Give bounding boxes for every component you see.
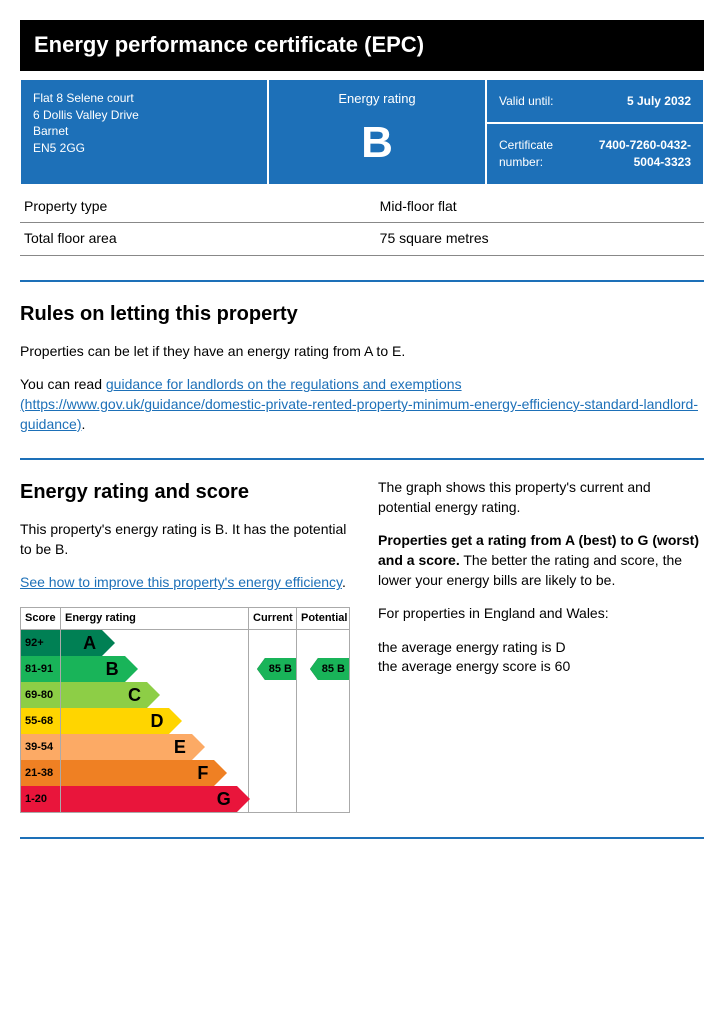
improve-suffix: . [342, 574, 346, 590]
divider [20, 280, 704, 282]
address-line: Flat 8 Selene court [33, 90, 255, 107]
rating-bar-letter: B [106, 657, 119, 682]
chart-score-cell: 21-38 [21, 760, 61, 786]
side-p4: the average energy rating is D the avera… [378, 638, 704, 677]
side-p2: Properties get a rating from A (best) to… [378, 531, 704, 590]
rating-bar-letter: G [217, 787, 231, 812]
rules-link-prefix: You can read [20, 376, 106, 392]
rating-bar-letter: C [128, 683, 141, 708]
rating-bar-g: G [61, 786, 237, 812]
chart-bar-cell: D [61, 708, 249, 734]
valid-until-label: Valid until: [499, 93, 553, 110]
chart-bar-cell: F [61, 760, 249, 786]
certificate-number-label: Certificate number: [499, 137, 573, 171]
property-table: Property type Mid-floor flat Total floor… [20, 191, 704, 256]
side-p4b: the average energy score is 60 [378, 658, 570, 674]
side-p3: For properties in England and Wales: [378, 604, 704, 624]
rating-bar-letter: F [197, 761, 208, 786]
chart-col-current: Current [249, 608, 297, 629]
chart-bar-cell: A [61, 630, 249, 656]
address-line: EN5 2GG [33, 140, 255, 157]
chart-bar-cell: E [61, 734, 249, 760]
chart-score-cell: 55-68 [21, 708, 61, 734]
header-panel: Flat 8 Selene court6 Dollis Valley Drive… [20, 79, 704, 185]
rating-right-column: The graph shows this property's current … [378, 478, 704, 813]
address-block: Flat 8 Selene court6 Dollis Valley Drive… [20, 79, 268, 185]
chart-current-cell [249, 682, 297, 708]
rating-bar-c: C [61, 682, 147, 708]
chart-potential-cell [297, 682, 349, 708]
rating-bar-letter: D [150, 709, 163, 734]
floor-area-label: Total floor area [20, 223, 376, 256]
address-line: 6 Dollis Valley Drive [33, 107, 255, 124]
guidance-link[interactable]: guidance for landlords on the regulation… [20, 376, 698, 431]
chart-current-cell [249, 760, 297, 786]
rating-left-column: Energy rating and score This property's … [20, 478, 350, 813]
rating-bar-letter: E [174, 735, 186, 760]
rating-bar-a: A [61, 630, 102, 656]
chart-header: Score Energy rating Current Potential [21, 608, 349, 630]
chart-potential-cell: 85 B [297, 656, 349, 682]
chart-score-cell: 69-80 [21, 682, 61, 708]
potential-rating-tag: 85 B [318, 658, 349, 680]
property-type-label: Property type [20, 191, 376, 223]
valid-until-block: Valid until: 5 July 2032 [486, 79, 704, 123]
floor-area-value: 75 square metres [376, 223, 704, 256]
rating-summary: This property's energy rating is B. It h… [20, 520, 350, 559]
chart-current-cell [249, 708, 297, 734]
chart-score-cell: 39-54 [21, 734, 61, 760]
rating-bar-b: B [61, 656, 125, 682]
rules-link-suffix: . [82, 416, 86, 432]
chart-col-rating: Energy rating [61, 608, 249, 629]
chart-col-potential: Potential [297, 608, 349, 629]
table-row: Property type Mid-floor flat [20, 191, 704, 223]
rating-heading: Energy rating and score [20, 478, 350, 506]
chart-current-cell [249, 630, 297, 656]
rating-bar-letter: A [83, 631, 96, 656]
energy-rating-label: Energy rating [281, 90, 473, 108]
chart-potential-cell [297, 734, 349, 760]
divider [20, 458, 704, 460]
rating-bar-e: E [61, 734, 192, 760]
rules-link-paragraph: You can read guidance for landlords on t… [20, 375, 704, 434]
rules-intro: Properties can be let if they have an en… [20, 342, 704, 362]
chart-bar-cell: C [61, 682, 249, 708]
chart-body: 92+ A 81-91 B 85 B 85 B 69-80 C 55-68 D 39-54 E 21-3… [21, 630, 349, 812]
improve-link-paragraph: See how to improve this property's energ… [20, 573, 350, 593]
chart-score-cell: 81-91 [21, 656, 61, 682]
energy-rating-block: Energy rating B [268, 79, 486, 185]
certificate-number-block: Certificate number: 7400-7260-0432-5004-… [486, 123, 704, 184]
table-row: Total floor area 75 square metres [20, 223, 704, 256]
property-type-value: Mid-floor flat [376, 191, 704, 223]
side-p4a: the average energy rating is D [378, 639, 566, 655]
energy-rating-letter: B [281, 112, 473, 174]
chart-col-score: Score [21, 608, 61, 629]
chart-potential-cell [297, 786, 349, 812]
certificate-number-value: 7400-7260-0432-5004-3323 [583, 137, 691, 171]
chart-potential-cell [297, 760, 349, 786]
chart-potential-cell [297, 708, 349, 734]
valid-until-value: 5 July 2032 [627, 93, 691, 110]
chart-potential-cell [297, 630, 349, 656]
chart-bar-cell: B [61, 656, 249, 682]
energy-rating-chart: Score Energy rating Current Potential 92… [20, 607, 350, 813]
rating-bar-f: F [61, 760, 214, 786]
chart-bar-cell: G [61, 786, 249, 812]
chart-score-cell: 1-20 [21, 786, 61, 812]
address-line: Barnet [33, 123, 255, 140]
side-p1: The graph shows this property's current … [378, 478, 704, 517]
page-title: Energy performance certificate (EPC) [20, 20, 704, 71]
rating-bar-d: D [61, 708, 169, 734]
rules-heading: Rules on letting this property [20, 300, 704, 328]
improve-efficiency-link[interactable]: See how to improve this property's energ… [20, 574, 342, 590]
chart-score-cell: 92+ [21, 630, 61, 656]
chart-current-cell [249, 786, 297, 812]
chart-current-cell: 85 B [249, 656, 297, 682]
current-rating-tag: 85 B [265, 658, 296, 680]
chart-current-cell [249, 734, 297, 760]
divider [20, 837, 704, 839]
